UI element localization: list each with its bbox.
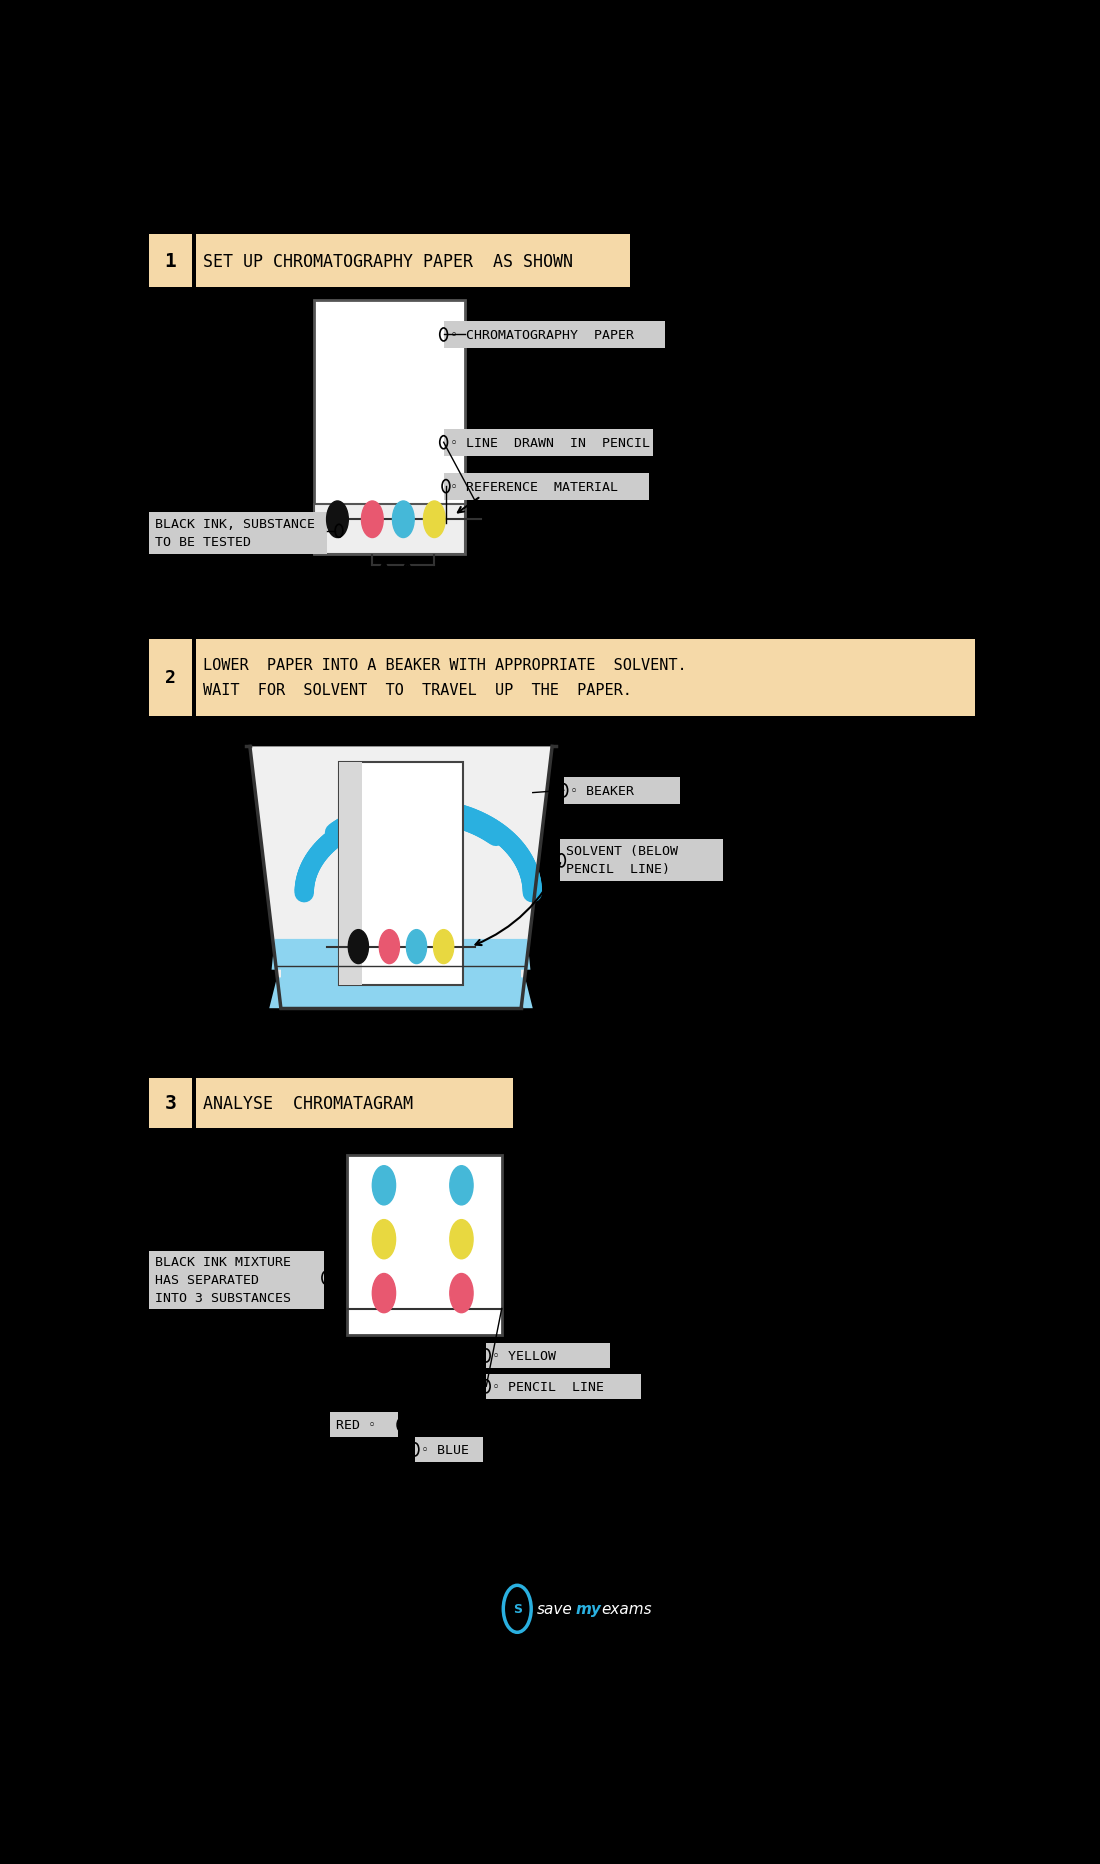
FancyBboxPatch shape [150, 1251, 323, 1309]
FancyBboxPatch shape [315, 300, 465, 555]
Text: BLACK INK MIXTURE
HAS SEPARATED
INTO 3 SUBSTANCES: BLACK INK MIXTURE HAS SEPARATED INTO 3 S… [155, 1256, 292, 1305]
FancyBboxPatch shape [150, 1077, 191, 1128]
Text: ◦ YELLOW: ◦ YELLOW [493, 1350, 557, 1363]
Text: RED ◦: RED ◦ [336, 1419, 376, 1432]
Text: SOLVENT (BELOW
PENCIL  LINE): SOLVENT (BELOW PENCIL LINE) [566, 844, 678, 876]
FancyBboxPatch shape [415, 1437, 483, 1461]
FancyBboxPatch shape [443, 322, 664, 349]
Circle shape [327, 501, 349, 539]
FancyBboxPatch shape [196, 235, 629, 287]
Circle shape [393, 501, 415, 539]
Text: 3: 3 [165, 1094, 176, 1113]
FancyBboxPatch shape [486, 1374, 641, 1398]
Text: ANALYSE  CHROMATAGRAM: ANALYSE CHROMATAGRAM [204, 1094, 414, 1113]
Text: 1: 1 [165, 252, 176, 270]
Polygon shape [280, 939, 521, 1008]
Circle shape [372, 1273, 396, 1312]
FancyBboxPatch shape [150, 513, 328, 555]
FancyBboxPatch shape [150, 235, 191, 287]
FancyBboxPatch shape [339, 762, 362, 986]
FancyBboxPatch shape [443, 431, 653, 457]
Text: ◦ LINE  DRAWN  IN  PENCIL: ◦ LINE DRAWN IN PENCIL [450, 436, 650, 449]
Circle shape [433, 930, 453, 964]
FancyBboxPatch shape [486, 1344, 610, 1368]
FancyBboxPatch shape [346, 1156, 502, 1336]
Text: SET UP CHROMATOGRAPHY PAPER  AS SHOWN: SET UP CHROMATOGRAPHY PAPER AS SHOWN [204, 252, 573, 270]
Circle shape [406, 930, 427, 964]
Text: ◦ PENCIL  LINE: ◦ PENCIL LINE [493, 1379, 605, 1392]
Circle shape [362, 501, 383, 539]
Text: ◦ CHROMATOGRAPHY  PAPER: ◦ CHROMATOGRAPHY PAPER [450, 330, 634, 343]
Circle shape [372, 1219, 396, 1258]
Text: ◦ REFERENCE  MATERIAL: ◦ REFERENCE MATERIAL [450, 481, 618, 494]
Polygon shape [272, 939, 530, 969]
Text: exams: exams [601, 1601, 651, 1616]
Circle shape [379, 930, 399, 964]
Polygon shape [270, 979, 532, 1008]
FancyBboxPatch shape [339, 762, 463, 986]
Text: save: save [537, 1601, 572, 1616]
Text: BLACK INK, SUBSTANCE
TO BE TESTED: BLACK INK, SUBSTANCE TO BE TESTED [155, 518, 316, 548]
Text: ◦ BLUE: ◦ BLUE [421, 1443, 469, 1456]
Circle shape [372, 1167, 396, 1206]
FancyBboxPatch shape [563, 777, 680, 805]
Circle shape [424, 501, 446, 539]
FancyBboxPatch shape [196, 639, 975, 716]
Circle shape [450, 1219, 473, 1258]
Circle shape [349, 930, 368, 964]
FancyBboxPatch shape [196, 1077, 514, 1128]
Text: my: my [575, 1601, 602, 1616]
FancyBboxPatch shape [560, 839, 723, 882]
FancyBboxPatch shape [330, 1413, 398, 1437]
Text: ◦ BEAKER: ◦ BEAKER [570, 785, 634, 798]
FancyBboxPatch shape [443, 473, 649, 501]
Circle shape [450, 1273, 473, 1312]
FancyBboxPatch shape [150, 639, 191, 716]
Circle shape [450, 1167, 473, 1206]
Text: S: S [513, 1603, 521, 1616]
Polygon shape [250, 747, 552, 1008]
Text: LOWER  PAPER INTO A BEAKER WITH APPROPRIATE  SOLVENT.
WAIT  FOR  SOLVENT  TO  TR: LOWER PAPER INTO A BEAKER WITH APPROPRIA… [204, 658, 688, 697]
FancyBboxPatch shape [315, 505, 465, 555]
Text: 2: 2 [165, 669, 176, 686]
